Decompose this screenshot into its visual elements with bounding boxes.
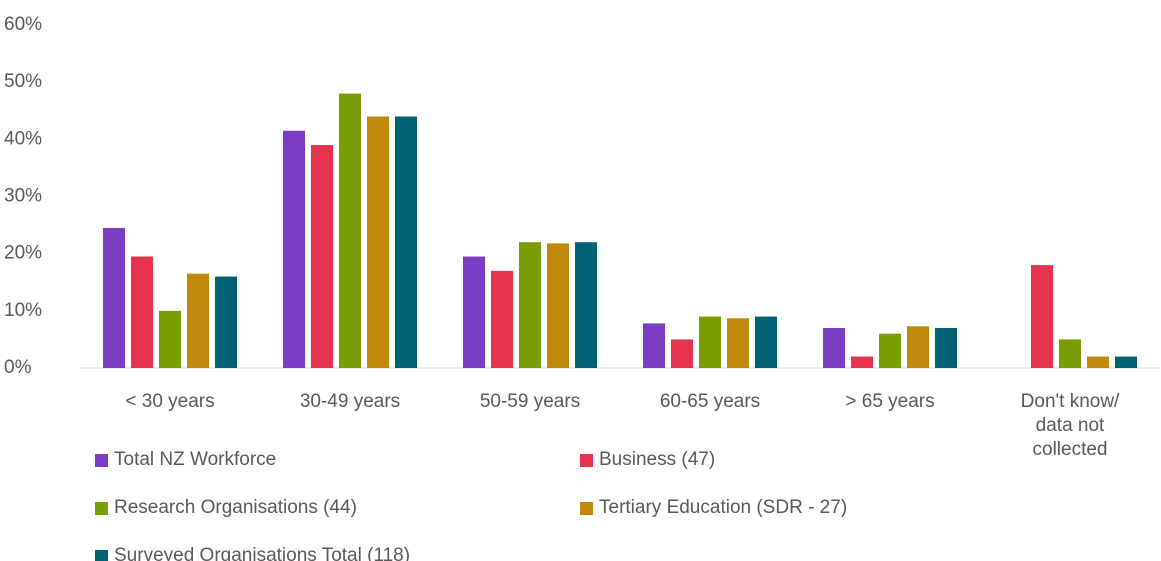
x-tick-label: 50-59 years	[479, 391, 581, 412]
bar	[1059, 339, 1081, 368]
bar	[103, 227, 125, 368]
y-tick-label: 50%	[4, 71, 42, 92]
x-tick-label: 30-49 years	[299, 391, 401, 412]
legend-entry: Surveyed Organisations Total (118)	[95, 543, 410, 561]
bar	[283, 130, 305, 368]
bar	[491, 270, 513, 368]
bar	[727, 318, 749, 368]
bar	[215, 276, 237, 368]
bar	[879, 333, 901, 368]
bar	[643, 323, 665, 368]
legend-entry: Tertiary Education (SDR - 27)	[580, 495, 847, 521]
legend-swatch	[95, 453, 108, 467]
bar	[339, 93, 361, 368]
y-tick-label: 20%	[4, 243, 42, 264]
bar	[367, 116, 389, 368]
bar	[575, 242, 597, 368]
legend-label: Business (47)	[599, 449, 716, 470]
bar	[851, 356, 873, 368]
legend-swatch	[95, 549, 108, 561]
bar	[311, 145, 333, 368]
legend-entry: Research Organisations (44)	[95, 495, 357, 521]
x-tick-label: 60-65 years	[659, 391, 761, 412]
bar	[699, 316, 721, 368]
legend-label: Research Organisations (44)	[114, 497, 357, 518]
y-tick-label: 30%	[4, 186, 42, 207]
legend-swatch	[580, 501, 593, 515]
bar	[519, 242, 541, 368]
bar	[1031, 265, 1053, 368]
y-tick-label: 0%	[4, 357, 32, 378]
legend-swatch	[580, 453, 593, 467]
legend-label: Surveyed Organisations Total (118)	[114, 545, 411, 561]
bar	[823, 327, 845, 368]
bar	[395, 116, 417, 368]
legend-swatch	[95, 501, 108, 515]
legend-entry: Total NZ Workforce	[95, 447, 276, 473]
bar	[159, 310, 181, 368]
legend-entry: Business (47)	[580, 447, 715, 473]
x-tick-label: < 30 years	[125, 391, 215, 412]
legend-label: Tertiary Education (SDR - 27)	[599, 497, 848, 518]
bar	[187, 273, 209, 368]
bar	[1087, 356, 1109, 368]
bar	[131, 256, 153, 368]
bar	[547, 243, 569, 368]
x-tick-label: > 65 years	[845, 391, 935, 412]
bar	[463, 256, 485, 368]
bar	[671, 339, 693, 368]
legend-label: Total NZ Workforce	[114, 449, 277, 470]
bar	[935, 327, 957, 368]
y-tick-label: 40%	[4, 128, 42, 149]
y-tick-label: 60%	[4, 14, 42, 35]
bar	[907, 326, 929, 368]
y-tick-label: 10%	[4, 300, 42, 321]
bar	[755, 316, 777, 368]
x-tick-label: Don't know/ data not collected	[1020, 391, 1120, 460]
bar	[1115, 356, 1137, 368]
